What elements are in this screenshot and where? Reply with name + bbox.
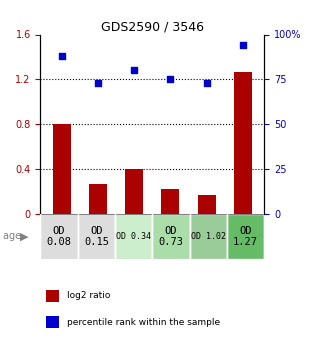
FancyBboxPatch shape [40, 214, 78, 259]
Title: GDS2590 / 3546: GDS2590 / 3546 [101, 20, 204, 33]
Text: OD 1.02: OD 1.02 [191, 232, 226, 241]
Text: ▶: ▶ [20, 231, 29, 241]
Text: log2 ratio: log2 ratio [67, 291, 110, 300]
FancyBboxPatch shape [115, 214, 152, 259]
Point [60, 53, 65, 59]
Text: OD 0.34: OD 0.34 [116, 232, 151, 241]
Bar [53, 124, 71, 214]
FancyBboxPatch shape [78, 214, 115, 259]
Text: percentile rank within the sample: percentile rank within the sample [67, 318, 220, 327]
Text: OD
1.27: OD 1.27 [233, 226, 258, 247]
Point [204, 80, 209, 86]
Text: age: age [3, 231, 24, 241]
FancyBboxPatch shape [152, 214, 190, 259]
Text: OD
0.15: OD 0.15 [84, 226, 109, 247]
Text: OD
0.08: OD 0.08 [47, 226, 72, 247]
Bar [46, 316, 59, 328]
Point [132, 68, 137, 73]
Bar [161, 189, 179, 214]
Bar [197, 195, 216, 214]
Text: OD
0.73: OD 0.73 [159, 226, 183, 247]
Point [240, 42, 245, 48]
Bar [46, 289, 59, 302]
Point [96, 80, 101, 86]
FancyBboxPatch shape [190, 214, 227, 259]
Point [168, 77, 173, 82]
Bar [125, 169, 143, 214]
Bar [89, 184, 107, 214]
FancyBboxPatch shape [227, 214, 264, 259]
Bar [234, 71, 252, 214]
